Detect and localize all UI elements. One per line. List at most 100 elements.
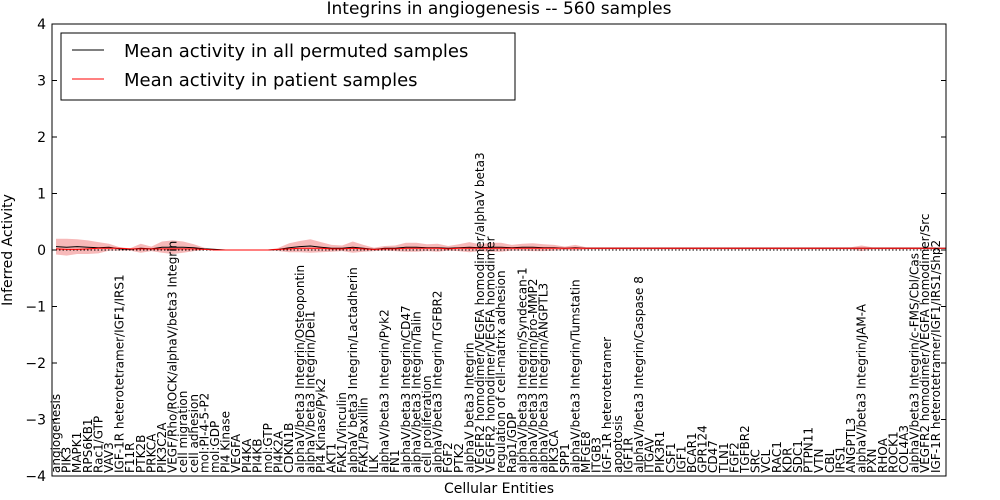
category-label: Rac1/GTP — [91, 416, 105, 473]
category-label: alphaV/beta3 Integrin/Talin — [409, 311, 423, 473]
series-line-layer — [55, 245, 947, 251]
y-tick-label: −4 — [25, 469, 46, 485]
category-label: RAC1 — [770, 441, 784, 473]
category-label: CSF1 — [664, 442, 678, 473]
plot-area: angiogenesisPIK3MAPK1RPS6KB1Rac1/GTPVAV3… — [49, 23, 947, 477]
category-label: alphaV/beta3 Integrin/JAM-A — [855, 303, 869, 473]
category-label: alphaV/beta3 Integrin/Caspase 8 — [632, 276, 646, 473]
category-label: VEGF/Rho/ROCK/alphaV/beta3 Integrin — [166, 241, 180, 473]
category-label: PXN — [865, 449, 879, 473]
category-label: PI4 Kinase/Pyk2 — [314, 378, 328, 473]
category-label: alphaV/beta3 Integrin/Osteopontin — [293, 265, 307, 473]
y-axis: −4 −3 −2 −1 0 1 2 3 4 — [25, 17, 946, 485]
y-tick-label: −2 — [25, 356, 46, 372]
category-label: apoptosis — [611, 415, 625, 473]
category-label: IGF1 — [674, 446, 688, 473]
category-label: ANGPTL3 — [844, 418, 858, 473]
category-label: VTN — [812, 448, 826, 473]
category-label-layer: angiogenesisPIK3MAPK1RPS6KB1Rac1/GTPVAV3… — [49, 152, 943, 474]
x-axis-label: Cellular Entities — [444, 481, 554, 497]
category-label: TLN1 — [717, 442, 731, 474]
category-label: CBL — [823, 449, 837, 473]
category-label: VEGFR2 homodimer/VEGFA homodimer/alphaV … — [473, 152, 487, 473]
category-label: alphaV/beta3 Integrin/c-FMS/Cbl/Cas — [908, 253, 922, 473]
category-label: regulation of cell-matrix adhesion — [494, 270, 508, 473]
category-label: FGF2 — [441, 442, 455, 473]
category-label: alphaV beta3 Integrin — [462, 342, 476, 473]
category-label: PRKCA — [144, 433, 158, 473]
category-label: GPR124 — [696, 425, 710, 473]
category-label: IGF-1R heterotetramer/IGF1/IRS1/Shp2 — [929, 240, 943, 473]
category-label: alphaV/beta3 Integrin/pro-MMP2 — [526, 278, 540, 473]
category-label: alphaV/beta3 Integrin/TGFBR2 — [431, 290, 445, 473]
category-label: cell migration — [176, 391, 190, 473]
category-label: VEGFR2 homodimer/VEGFA homodimer — [484, 236, 498, 473]
y-tick-label: 1 — [37, 187, 46, 203]
category-label: alphaV/beta3 Integrin/Pyk2 — [378, 309, 392, 473]
category-label: alphaV/beta3 Integrin/Tumstatin — [568, 279, 582, 473]
category-label: FN1 — [388, 449, 402, 473]
category-label: PIK3 — [60, 447, 74, 473]
category-label: mol:PI-4-5-P2 — [197, 393, 211, 473]
category-label: BCAR1 — [685, 432, 699, 473]
category-label: cell adhesion — [187, 394, 201, 473]
y-tick-label: 3 — [37, 74, 46, 90]
y-tick-label: 0 — [37, 243, 46, 259]
category-label: FAK1/Vinculin — [335, 392, 349, 473]
category-label: SPP1 — [558, 443, 572, 473]
category-label: cell proliferation — [420, 375, 434, 473]
category-label: AKT1 — [325, 443, 339, 473]
category-label: PI4K2A — [272, 430, 286, 473]
category-label: PTK2B — [134, 435, 148, 473]
category-label: PIK3R1 — [653, 431, 667, 473]
category-label: alphaV beta3 Integrin/Lactadherin — [346, 267, 360, 473]
category-label: FGF2 — [727, 442, 741, 473]
y-axis-label: Inferred Activity — [0, 194, 16, 306]
category-label: F11R — [123, 442, 137, 473]
category-label: PTK2 — [452, 443, 466, 473]
category-label: RPS6KB1 — [81, 418, 95, 473]
chart-title: Integrins in angiogenesis -- 560 samples — [327, 0, 672, 19]
category-label: IGF-1R heterotetramer/IGF1/IRS1 — [113, 274, 127, 473]
series-line-patient — [55, 247, 947, 251]
category-label: PI4KB — [250, 438, 264, 473]
category-label: PI4KA — [240, 438, 254, 473]
category-label: ROCK1 — [886, 431, 900, 473]
y-tick-label: 4 — [37, 17, 46, 33]
category-label: MFGE8 — [579, 431, 593, 473]
category-label: PI4 Kinase — [219, 411, 233, 473]
category-label: alphaV/beta3 Integrin/CD47 — [399, 305, 413, 473]
category-label: alphaV/beta3 Integrin/ANGPTL3 — [537, 283, 551, 473]
category-label: VEGFA — [229, 433, 243, 473]
category-label: SRC — [749, 449, 763, 473]
category-label: IRS1 — [833, 446, 847, 473]
category-label: alphaV/beta3 Integrin/Syndecan-1 — [515, 267, 529, 473]
category-label: ILK — [367, 454, 381, 473]
legend-box — [60, 32, 516, 101]
category-label: ITGAV — [643, 436, 657, 473]
category-label: RHOA — [876, 437, 890, 473]
category-label: FAK1/Paxillin — [356, 397, 370, 473]
category-label: COL4A3 — [897, 425, 911, 473]
category-label: PIK3CA — [547, 429, 561, 473]
category-label: MAPK1 — [70, 432, 84, 473]
category-label: VEGFR2 homodimer/VEGFA homodimer/Src — [918, 213, 932, 473]
category-label: CDKN1B — [282, 423, 296, 473]
category-label: SDC1 — [791, 440, 805, 473]
category-label: mol:GTP — [261, 423, 275, 473]
category-label: PTPN11 — [802, 427, 816, 473]
category-label: Rap1/GDP — [505, 413, 519, 474]
legend-label-permuted: Mean activity in all permuted samples — [124, 41, 468, 62]
category-label: IGF-1R heterotetramer — [600, 337, 614, 473]
category-label: IGF1R — [621, 437, 635, 473]
y-tick-label: 2 — [37, 130, 46, 146]
y-tick-label: −1 — [25, 300, 46, 316]
category-label: VAV3 — [102, 442, 116, 473]
category-label: TGFBR2 — [738, 425, 752, 474]
category-label: mol:GDP — [208, 421, 222, 473]
legend-label-patient: Mean activity in patient samples — [124, 70, 418, 91]
category-label: VCL — [759, 449, 773, 473]
category-label: CD47 — [706, 440, 720, 473]
category-label: PIK3C2A — [155, 422, 169, 473]
